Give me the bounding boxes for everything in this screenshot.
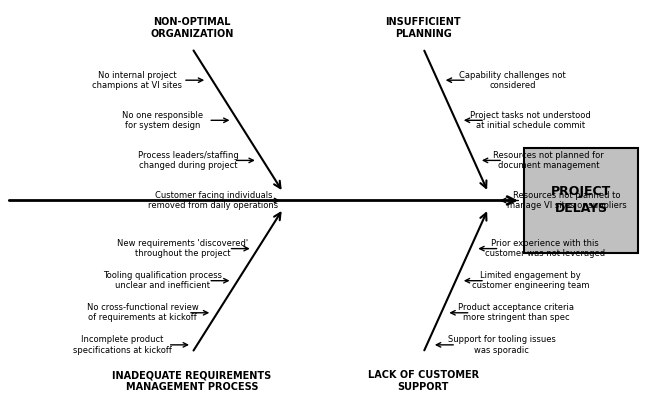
- Text: PROJECT
DELAYS: PROJECT DELAYS: [551, 186, 611, 215]
- Text: New requirements 'discovered'
throughout the project: New requirements 'discovered' throughout…: [117, 239, 249, 258]
- Text: Limited engagement by
customer engineering team: Limited engagement by customer engineeri…: [472, 271, 589, 290]
- Text: Support for tooling issues
was sporadic: Support for tooling issues was sporadic: [448, 335, 555, 354]
- Text: No internal project
champions at VI sites: No internal project champions at VI site…: [92, 71, 182, 90]
- Text: NON-OPTIMAL
ORGANIZATION: NON-OPTIMAL ORGANIZATION: [150, 17, 234, 39]
- Text: Process leaders/staffing
changed during project: Process leaders/staffing changed during …: [138, 151, 238, 170]
- Text: Capability challenges not
considered: Capability challenges not considered: [459, 71, 566, 90]
- Text: INADEQUATE REQUIREMENTS
MANAGEMENT PROCESS: INADEQUATE REQUIREMENTS MANAGEMENT PROCE…: [113, 370, 271, 392]
- Text: Product acceptance criteria
more stringent than spec: Product acceptance criteria more stringe…: [458, 303, 574, 322]
- Text: Tooling qualification process
unclear and inefficient: Tooling qualification process unclear an…: [104, 271, 222, 290]
- Text: Incomplete product
specifications at kickoff: Incomplete product specifications at kic…: [73, 335, 172, 354]
- Text: LACK OF CUSTOMER
SUPPORT: LACK OF CUSTOMER SUPPORT: [368, 370, 478, 392]
- Text: INSUFFICIENT
PLANNING: INSUFFICIENT PLANNING: [385, 17, 461, 39]
- Text: No cross-functional review
of requirements at kickoff: No cross-functional review of requiremen…: [87, 303, 199, 322]
- Text: Project tasks not understood
at initial schedule commit: Project tasks not understood at initial …: [470, 111, 591, 130]
- Text: Resources not planned to
manage VI sites or suppliers: Resources not planned to manage VI sites…: [507, 191, 627, 210]
- Bar: [524, 148, 638, 253]
- Text: Customer facing individuals
removed from daily operations: Customer facing individuals removed from…: [148, 191, 279, 210]
- Text: No one responsible
for system design: No one responsible for system design: [122, 111, 203, 130]
- Text: Prior experience with this
customer was not leveraged: Prior experience with this customer was …: [485, 239, 605, 258]
- Text: Resources not planned for
document management: Resources not planned for document manag…: [493, 151, 604, 170]
